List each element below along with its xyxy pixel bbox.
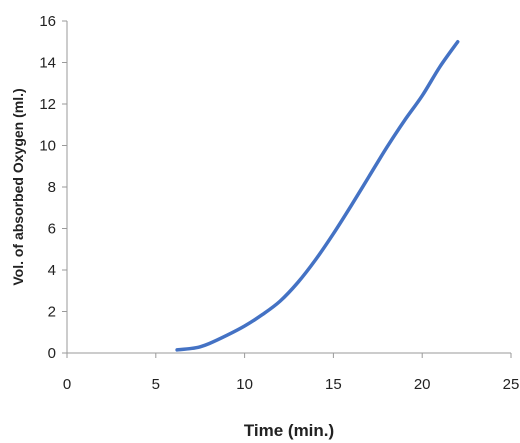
x-tick-label: 0 [63, 376, 71, 393]
x-tick-label: 10 [236, 376, 253, 393]
y-tick-label: 16 [39, 13, 56, 30]
x-tick-label: 20 [414, 376, 431, 393]
series-line [175, 40, 460, 352]
y-tick-label: 10 [39, 138, 56, 155]
y-tick-label: 4 [48, 262, 56, 279]
y-tick-label: 14 [39, 55, 56, 72]
series-layer [175, 40, 460, 352]
x-axis-ticks: 0 5 10 15 20 25 [63, 353, 520, 393]
x-axis-title: Time (min.) [244, 421, 334, 440]
x-tick-label: 25 [503, 376, 520, 393]
y-tick-label: 8 [48, 179, 56, 196]
y-tick-label: 6 [48, 221, 56, 238]
y-axis-ticks: 0 2 4 6 8 10 12 14 16 [39, 13, 67, 362]
x-tick-label: 15 [325, 376, 342, 393]
y-tick-label: 12 [39, 96, 56, 113]
y-tick-label: 0 [48, 345, 56, 362]
y-axis-title: Vol. of absorbed Oxygen (ml.) [10, 88, 26, 285]
x-tick-label: 5 [152, 376, 160, 393]
y-tick-label: 2 [48, 304, 56, 321]
